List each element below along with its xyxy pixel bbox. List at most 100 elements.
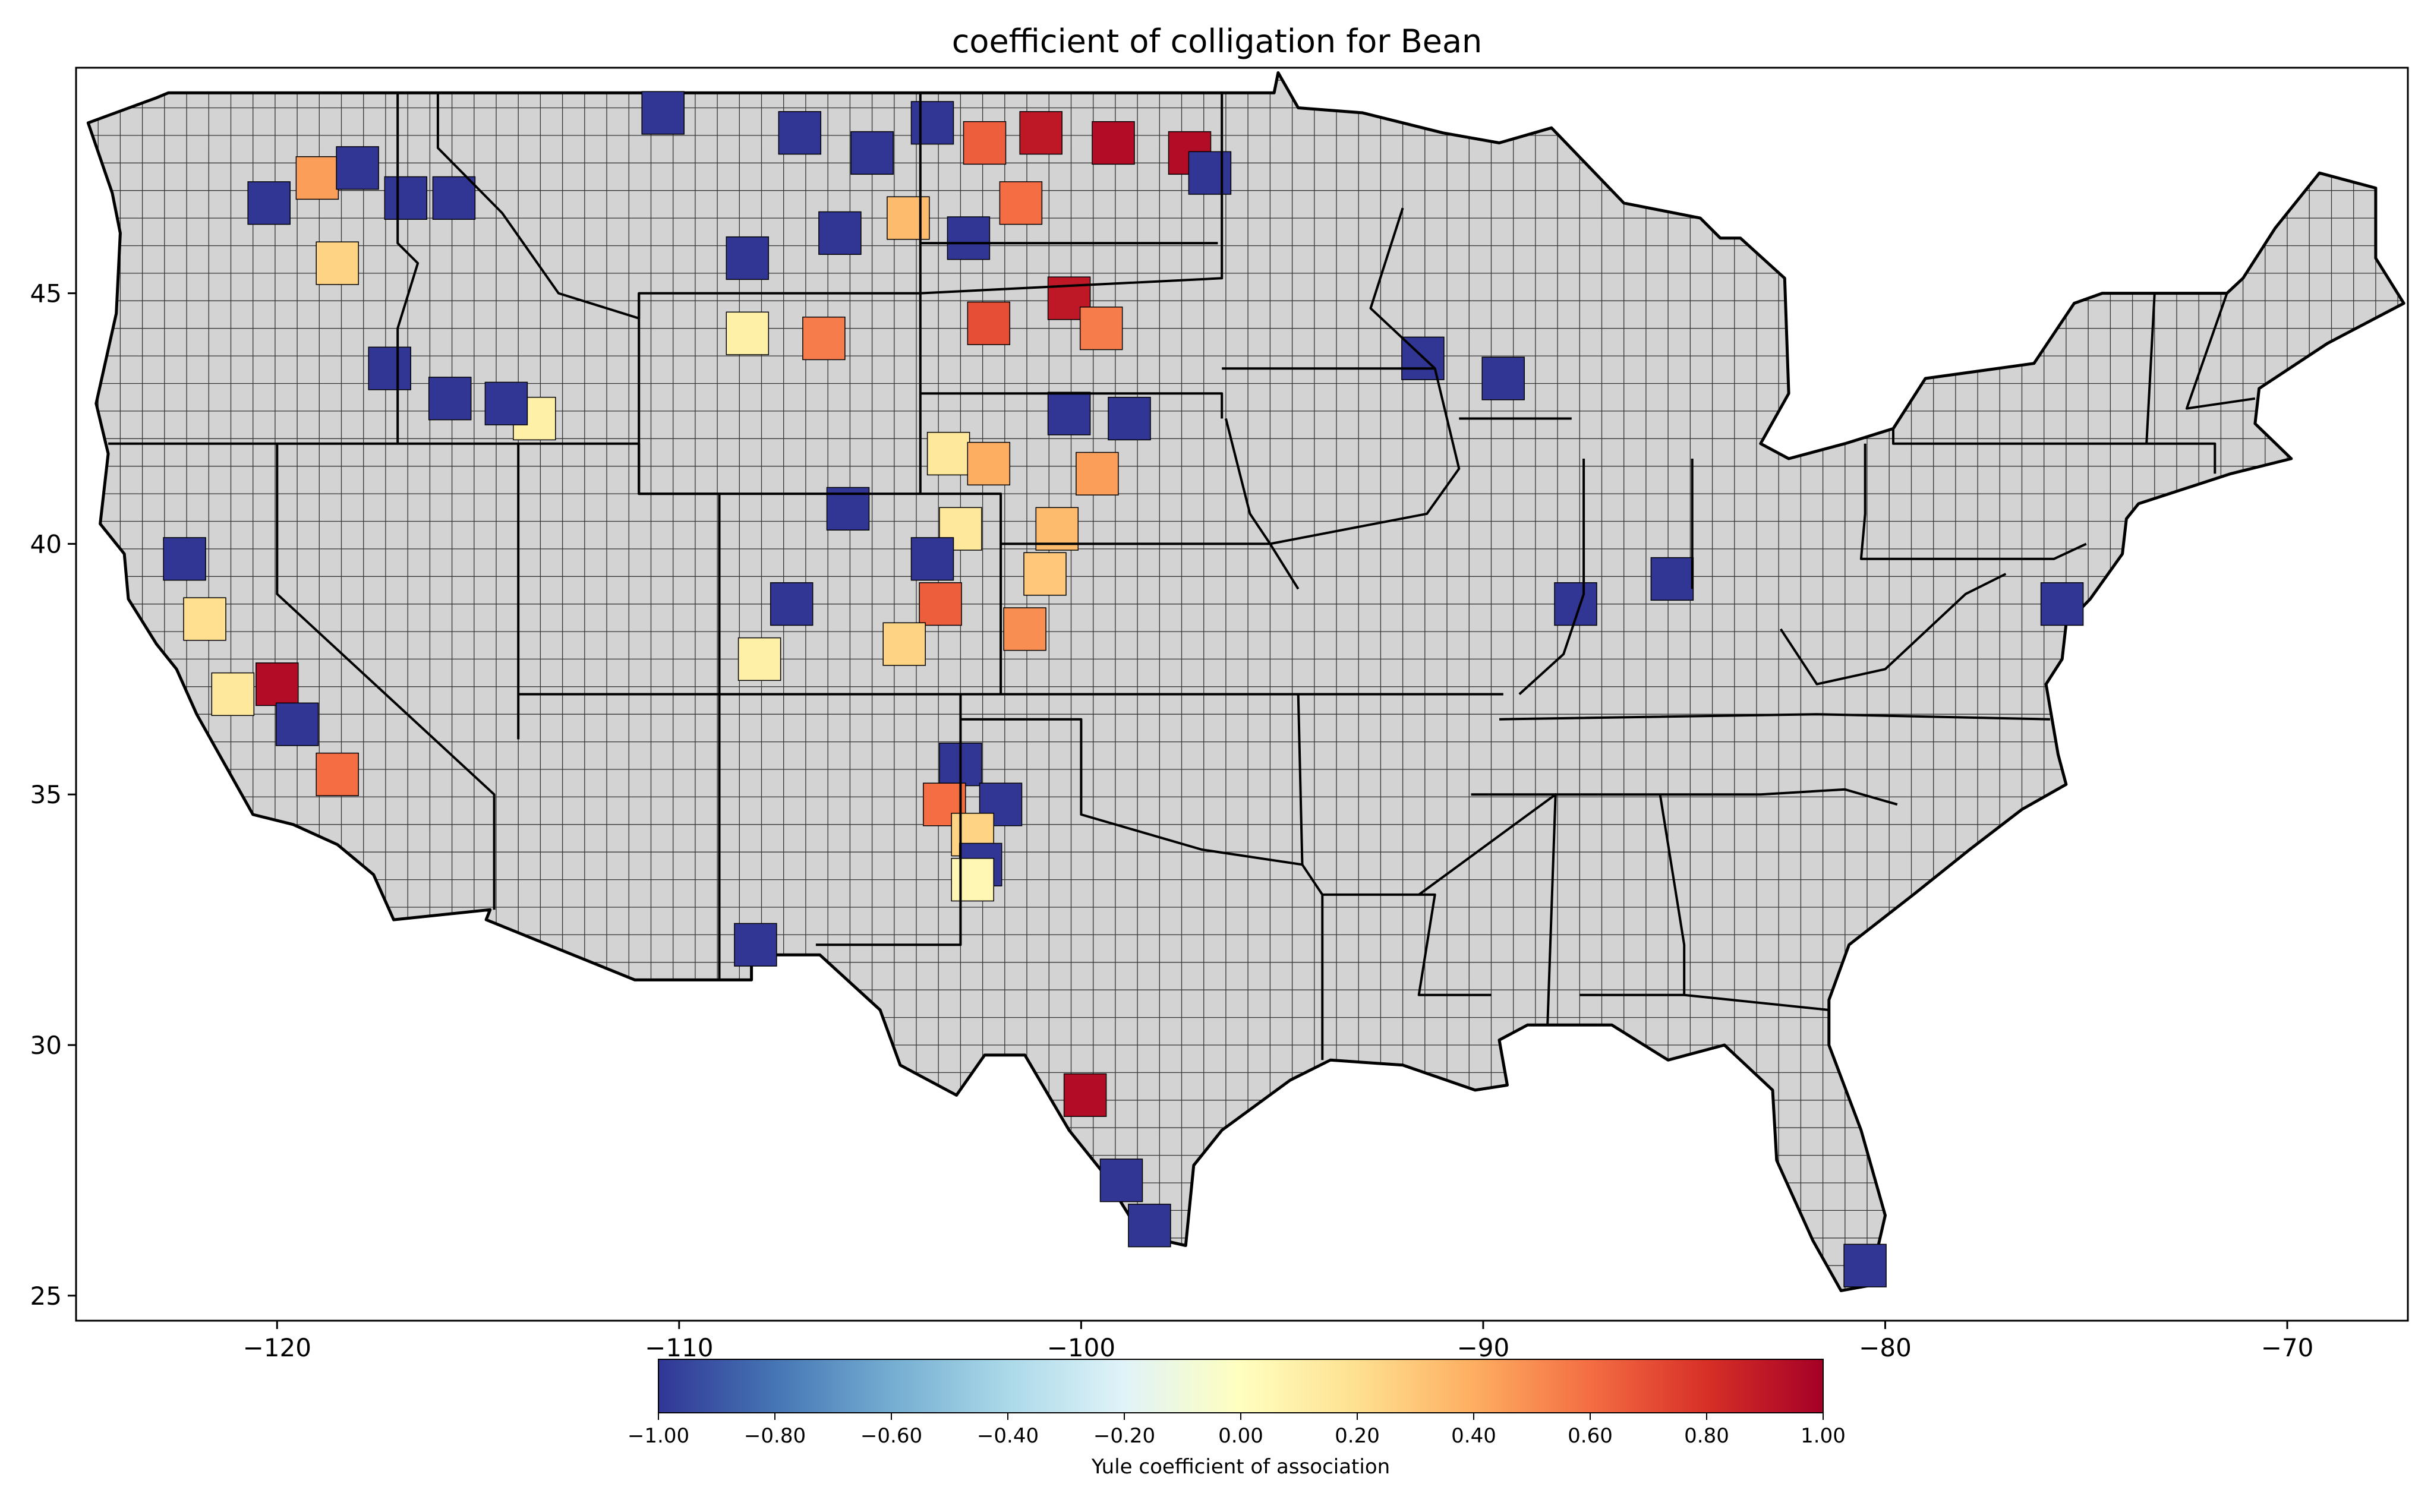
county-region (926, 431, 970, 476)
x-tick-label: −100 (1047, 1333, 1115, 1362)
y-tick-label: 40 (30, 529, 62, 558)
county-region (1481, 356, 1525, 400)
county-region (882, 622, 926, 666)
county-region (183, 597, 226, 641)
county-region (1092, 121, 1135, 165)
county-region (778, 111, 822, 155)
county-region (256, 662, 299, 706)
county-region (316, 241, 359, 285)
county-region (1108, 396, 1151, 441)
county-region (963, 121, 1007, 165)
state-boundary (1369, 207, 1436, 370)
county-region (850, 131, 894, 175)
county-region (484, 381, 528, 425)
state-boundary (1322, 893, 1492, 996)
county-region (1099, 1159, 1143, 1202)
colorbar-tick-label: −0.40 (977, 1424, 1039, 1448)
county-region (336, 146, 379, 190)
county-region (1079, 307, 1123, 351)
county-region (641, 91, 685, 135)
county-region (999, 181, 1043, 225)
colorbar-tick-label: −0.60 (860, 1424, 922, 1448)
y-tick-label: 45 (30, 279, 62, 308)
x-tick-label: −80 (1859, 1333, 1912, 1362)
x-axis: −120 −110 −100 −90 −80 −70 (243, 1321, 2314, 1362)
county-region (1023, 552, 1067, 596)
map-title: coefficient of colligation for Bean (951, 23, 1483, 60)
x-tick-label: −120 (243, 1333, 311, 1362)
colorbar-tick-label: −0.80 (744, 1424, 806, 1448)
county-region (1843, 1243, 1887, 1287)
county-region (163, 537, 206, 581)
state-boundary (276, 443, 496, 910)
county-region (275, 702, 319, 746)
state-boundary (1418, 793, 1557, 1025)
county-region (947, 216, 991, 260)
county-region (1554, 582, 1597, 626)
state-boundary (1859, 443, 2087, 560)
state-boundary (1222, 367, 1461, 590)
x-tick-label: −70 (2261, 1333, 2314, 1362)
state-boundary (815, 694, 962, 946)
county-region (910, 537, 954, 581)
county-region (1076, 452, 1119, 495)
contiguous-us-land (86, 71, 2405, 1292)
county-region (316, 752, 359, 797)
colorbar-tick-label: −1.00 (628, 1424, 689, 1448)
state-boundary (1892, 428, 2217, 474)
county-fills (163, 91, 2084, 1287)
county-region (384, 176, 428, 220)
county-region (1650, 557, 1694, 601)
y-tick-label: 25 (30, 1281, 62, 1311)
county-region (818, 211, 862, 255)
colorbar-tick-label: 0.00 (1218, 1424, 1263, 1448)
colorbar-ticks: −1.00 −0.80 −0.60 −0.40 −0.20 0.00 0.20 0.40 0.6… (628, 1413, 1846, 1448)
county-region (1188, 151, 1232, 195)
county-region (951, 858, 994, 902)
map-frame (75, 67, 2409, 1322)
x-tick-label: −110 (645, 1333, 713, 1362)
county-region (967, 301, 1011, 345)
state-boundary (1518, 459, 1585, 695)
colorbar: −1.00 −0.80 −0.60 −0.40 −0.20 0.00 0.20 0.40 0.6… (628, 1359, 1846, 1479)
colorbar-label: Yule coefficient of association (1091, 1455, 1390, 1479)
state-boundary (436, 93, 1224, 320)
colorbar-tick-label: 0.20 (1335, 1424, 1380, 1448)
map-axes: −120 −110 −100 −90 −80 −70 25 30 35 40 45 (30, 67, 2409, 1362)
county-region (432, 176, 476, 220)
county-region (910, 101, 954, 145)
colorbar-tick-label: 1.00 (1801, 1424, 1846, 1448)
county-region (368, 346, 411, 390)
county-region (2040, 582, 2084, 626)
county-region (428, 377, 472, 421)
county-region (919, 582, 962, 626)
county-region (887, 196, 930, 240)
state-boundary (2145, 293, 2156, 444)
y-tick-label: 30 (30, 1031, 62, 1060)
state-boundary (1579, 794, 1686, 996)
county-region (737, 637, 781, 681)
county-region (1019, 111, 1062, 155)
state-boundary (920, 392, 1224, 419)
state-boundary (1683, 993, 1830, 1011)
state-boundary (638, 293, 721, 980)
county-region (967, 441, 1011, 486)
colorbar-tick-label: 0.40 (1451, 1424, 1496, 1448)
x-tick-label: −90 (1457, 1333, 1510, 1362)
county-region (247, 181, 291, 225)
county-region (1047, 392, 1091, 435)
state-boundary (1001, 418, 1272, 545)
state-boundary (2185, 292, 2256, 410)
county-region (295, 156, 339, 200)
county-region (726, 236, 770, 280)
county-region (726, 311, 770, 355)
county-region (1063, 1073, 1107, 1117)
state-boundary (1779, 573, 2007, 686)
y-axis: 25 30 35 40 45 (30, 279, 76, 1311)
state-boundary (1499, 713, 2050, 721)
colorbar-bar (658, 1359, 1824, 1413)
county-region (211, 672, 255, 716)
state-boundary (1297, 694, 1304, 865)
county-region (1003, 607, 1046, 651)
